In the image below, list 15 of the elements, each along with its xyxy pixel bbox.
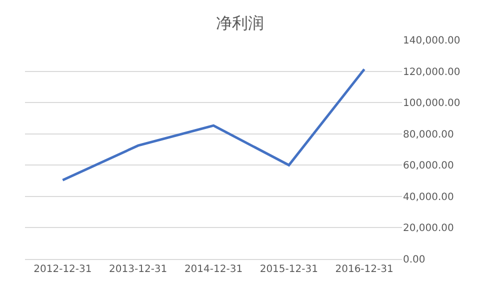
- x-tick-label: 2013-12-31: [109, 264, 168, 275]
- x-tick-label: 2016-12-31: [335, 264, 394, 275]
- y-tick-label: 0.00: [403, 254, 426, 266]
- chart-title: 净利润: [216, 14, 264, 33]
- y-tick-label: 140,000.00: [403, 36, 460, 46]
- y-tick-label: 80,000.00: [403, 129, 454, 140]
- y-tick-label: 40,000.00: [403, 192, 454, 203]
- y-tick-label: 100,000.00: [403, 98, 460, 110]
- y-tick-label: 20,000.00: [403, 223, 454, 234]
- y-tick-label: 120,000.00: [403, 66, 460, 78]
- y-tick-label: 60,000.00: [403, 160, 454, 172]
- x-tick-label: 2015-12-31: [260, 264, 318, 275]
- x-tick-label: 2014-12-31: [184, 264, 243, 275]
- line-series: [61, 68, 366, 182]
- x-tick-label: 2012-12-31: [34, 264, 92, 275]
